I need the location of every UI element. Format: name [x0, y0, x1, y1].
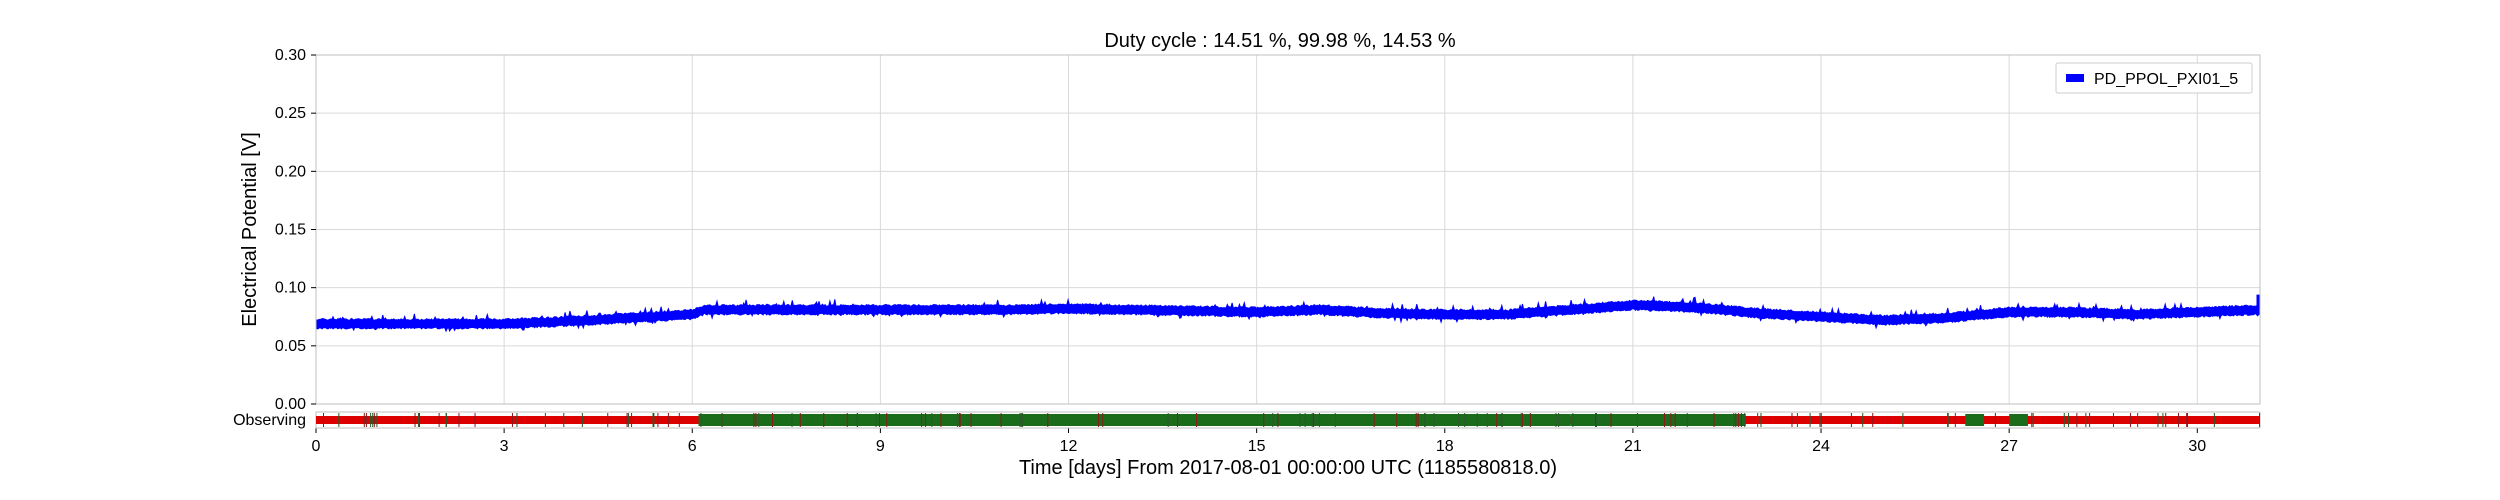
x-ticks: 0 3 6 9 12 15 18 21 24 27 30: [312, 428, 2206, 455]
y-tick-label: 0.00: [275, 396, 306, 413]
legend-box: [2055, 62, 2253, 94]
x-tick-label: 24: [1812, 438, 1830, 455]
x-tick-label: 3: [500, 438, 509, 455]
x-tick-label: 30: [2188, 438, 2206, 455]
x-tick-label: 6: [688, 438, 697, 455]
segment-panel: [315, 411, 2261, 429]
y-tick-label: 0.20: [275, 163, 306, 180]
x-tick-label: 27: [2000, 438, 2018, 455]
y-axis-label: Electrical Potential [V]: [239, 132, 261, 327]
x-tick-label: 0: [312, 438, 321, 455]
segment-on-bar: [1570, 414, 1746, 426]
segment-on-bar: [698, 414, 1571, 426]
y-tick-label: 0.10: [275, 280, 306, 297]
grid-layer: [315, 54, 2260, 405]
x-tick-label: 15: [1248, 438, 1266, 455]
y-tick-label: 0.30: [275, 47, 306, 64]
segment-on-bar: [1965, 414, 1985, 426]
y-tick-label: 0.25: [275, 105, 306, 122]
x-axis-label: Time [days] From 2017-08-01 00:00:00 UTC…: [1019, 457, 1557, 479]
x-tick-label: 18: [1436, 438, 1454, 455]
segment-on-bar: [2009, 414, 2028, 426]
y-tick-label: 0.15: [275, 222, 306, 239]
x-tick-label: 21: [1624, 438, 1642, 455]
chart-title: Duty cycle : 14.51 %, 99.98 %, 14.53 %: [1104, 30, 1456, 52]
legend-entry-pd-ppol-pxi01-5: PD_PPOL_PXI01_5: [2094, 71, 2238, 88]
y-ticks: 0.00 0.05 0.10 0.15 0.20 0.25 0.30: [275, 47, 316, 413]
series-layer: [315, 294, 2261, 333]
series-band-pd-ppol-pxi01-5: [315, 296, 2261, 333]
segment-panel-label: Observing: [233, 412, 306, 429]
legend: PD_PPOL_PXI01_5: [2055, 62, 2253, 94]
legend-swatch-pd-ppol-pxi01-5: [2066, 74, 2084, 82]
y-tick-label: 0.05: [275, 338, 306, 355]
x-tick-label: 9: [876, 438, 885, 455]
x-tick-label: 12: [1060, 438, 1078, 455]
